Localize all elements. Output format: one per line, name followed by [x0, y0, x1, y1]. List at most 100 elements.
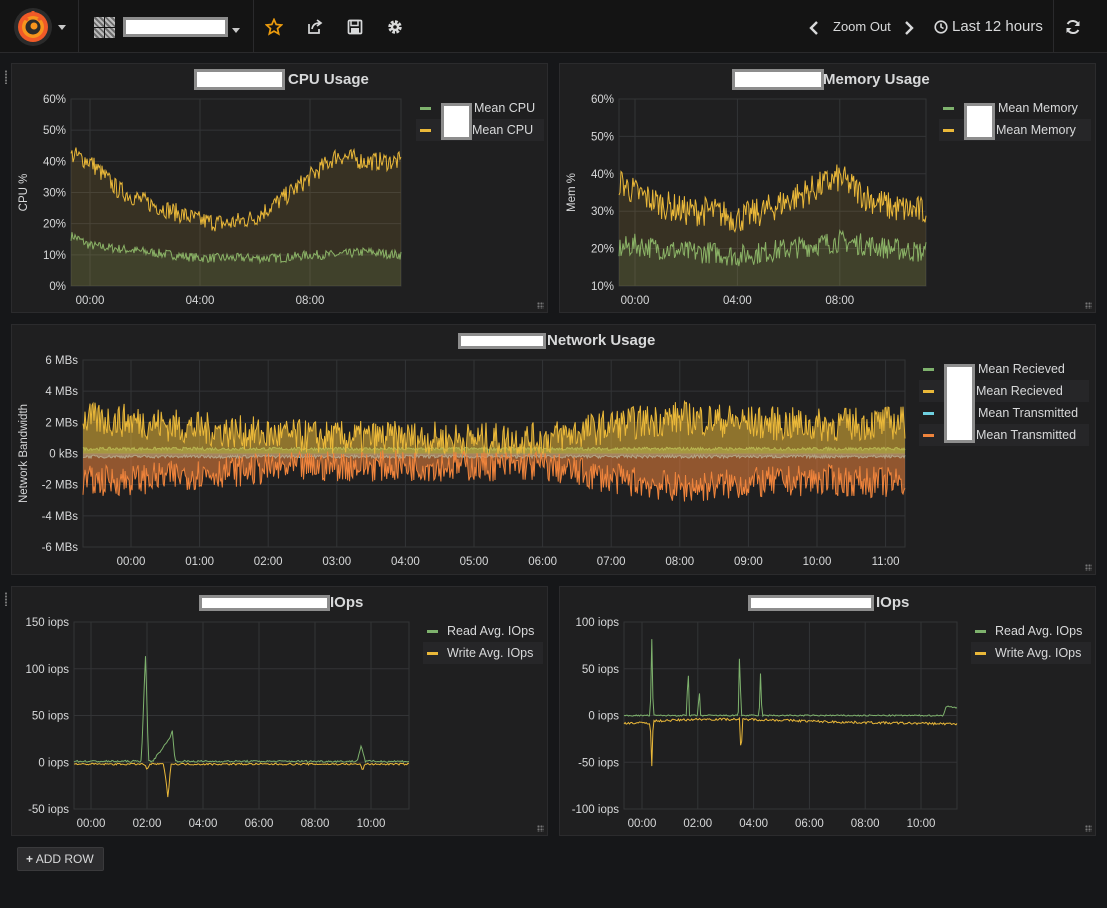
x-tick-label: 04:00	[189, 818, 218, 830]
gear-icon[interactable]	[386, 18, 404, 36]
x-tick-label: 00:00	[77, 818, 106, 830]
panel-title: Network Usage	[547, 332, 656, 349]
y-tick-label: 50%	[591, 131, 614, 143]
x-tick-label: 04:00	[186, 295, 215, 307]
legend-item[interactable]: Mean Recieved	[919, 358, 1089, 380]
x-tick-label: 05:00	[460, 556, 489, 568]
clock-icon	[934, 20, 948, 34]
y-tick-label: 50 iops	[582, 664, 619, 676]
memory-usage-panel: Memory Usage 60% 50% 40% 30% 20% 10% 00:00 04:0…	[559, 63, 1096, 313]
x-tick-label: 02:00	[683, 818, 712, 830]
y-tick-label: 100 iops	[576, 617, 620, 629]
x-tick-label: 06:00	[245, 818, 274, 830]
row-drag-handle[interactable]	[4, 70, 8, 84]
dashboard-grid-icon	[94, 17, 115, 38]
y-tick-label: 30%	[43, 188, 66, 200]
dashboard-title[interactable]	[123, 17, 228, 37]
plus-icon: +	[26, 852, 34, 866]
x-tick-label: 01:00	[185, 556, 214, 568]
redacted-legend-prefix	[944, 364, 975, 443]
legend-swatch	[420, 129, 431, 132]
legend-item[interactable]: Read Avg. IOps	[423, 620, 543, 642]
redacted-host-name	[748, 595, 874, 611]
x-tick-label: 03:00	[322, 556, 351, 568]
series-line	[74, 762, 410, 798]
zoom-out-button[interactable]: Zoom Out	[833, 19, 891, 34]
legend-swatch	[923, 368, 934, 371]
y-tick-label: 0%	[49, 281, 66, 293]
x-tick-label: 11:00	[872, 556, 900, 568]
iops-legend-left: Read Avg. IOps Write Avg. IOps	[423, 620, 543, 666]
panel-resize-handle[interactable]	[1085, 825, 1092, 832]
dashboard-picker-chevron-down-icon[interactable]	[232, 28, 240, 33]
panel-resize-handle[interactable]	[537, 302, 544, 309]
network-usage-chart[interactable]: 6 MBs 4 MBs 2 MBs 0 kBs -2 MBs -4 MBs -6 MBs 00…	[12, 325, 1097, 576]
iops-chart-left[interactable]: 150 iops 100 iops 50 iops 0 iops -50 iops 00:…	[12, 587, 549, 837]
series-line	[82, 399, 906, 458]
y-tick-label: -4 MBs	[42, 511, 79, 523]
panel-title: CPU Usage	[288, 71, 369, 88]
row-drag-handle[interactable]	[4, 592, 8, 606]
legend-label: Read Avg. IOps	[447, 624, 535, 638]
x-tick-label: 00:00	[628, 818, 657, 830]
panel-resize-handle[interactable]	[537, 825, 544, 832]
legend-item[interactable]: Read Avg. IOps	[971, 620, 1091, 642]
iops-chart-right[interactable]: 100 iops 50 iops 0 iops -50 iops -100 iops 00…	[560, 587, 1097, 837]
redacted-host-name	[199, 595, 330, 611]
add-row-label: ADD ROW	[35, 852, 94, 866]
iops-legend-right: Read Avg. IOps Write Avg. IOps	[971, 620, 1091, 666]
legend-label: Mean CPU	[474, 101, 536, 115]
legend-swatch	[923, 390, 934, 393]
x-tick-label: 04:00	[739, 818, 768, 830]
x-tick-label: 06:00	[795, 818, 824, 830]
series-line	[70, 232, 402, 265]
cpu-usage-panel: CPU Usage 60% 50% 40% 30% 20% 10% 0% 00:00 04:00…	[11, 63, 548, 313]
legend-label: Mean Transmitted	[976, 428, 1077, 442]
legend-item[interactable]: Mean Memory	[939, 119, 1091, 141]
legend-item[interactable]: Mean Memory	[939, 97, 1091, 119]
series-line	[618, 164, 927, 234]
network-legend: Mean Recieved Mean Recieved Mean Transmi…	[919, 358, 1089, 446]
legend-swatch	[427, 652, 438, 655]
panel-title: IOps	[330, 594, 364, 611]
legend-item[interactable]: Write Avg. IOps	[971, 642, 1091, 664]
iops-panel-left: IOps 150 iops 100 iops 50 iops 0 iops -50 io…	[11, 586, 548, 836]
logo-dropdown-icon[interactable]	[58, 25, 66, 30]
legend-item[interactable]: Mean CPU	[416, 97, 544, 119]
legend-swatch	[923, 434, 934, 437]
y-tick-label: 4 MBs	[45, 386, 78, 398]
legend-swatch	[923, 412, 934, 415]
legend-item[interactable]: Mean CPU	[416, 119, 544, 141]
grafana-logo-icon[interactable]	[14, 8, 52, 46]
y-axis-label: Mem %	[566, 173, 578, 212]
time-range-picker[interactable]: Last 12 hours	[952, 18, 1043, 35]
redacted-host-name	[458, 333, 546, 349]
legend-item[interactable]: Write Avg. IOps	[423, 642, 543, 664]
save-icon[interactable]	[346, 18, 364, 36]
x-tick-label: 08:00	[301, 818, 330, 830]
y-tick-label: -50 iops	[28, 804, 69, 816]
refresh-icon[interactable]	[1064, 18, 1082, 36]
y-tick-label: 30%	[591, 206, 614, 218]
y-tick-label: 40%	[591, 169, 614, 181]
chevron-left-icon[interactable]	[808, 20, 820, 36]
add-row-button[interactable]: + ADD ROW	[17, 847, 104, 871]
y-tick-label: 20%	[591, 244, 614, 256]
panel-resize-handle[interactable]	[1085, 302, 1092, 309]
legend-label: Mean Transmitted	[978, 406, 1079, 420]
chevron-right-icon[interactable]	[903, 20, 915, 36]
redacted-legend-prefix	[441, 103, 472, 140]
share-icon[interactable]	[306, 18, 324, 36]
redacted-legend-prefix	[964, 103, 995, 140]
series-line	[623, 639, 958, 718]
y-tick-label: -100 iops	[572, 804, 620, 816]
legend-swatch	[943, 129, 954, 132]
panel-title: Memory Usage	[823, 71, 930, 88]
legend-item[interactable]: Mean Transmitted	[919, 402, 1089, 424]
cpu-usage-chart[interactable]: 60% 50% 40% 30% 20% 10% 0% 00:00 04:00 08:00 CPU %	[12, 64, 549, 314]
star-icon[interactable]	[265, 18, 283, 36]
redacted-host-name	[194, 69, 285, 90]
memory-usage-chart[interactable]: 60% 50% 40% 30% 20% 10% 00:00 04:00 08:00 Mem %	[560, 64, 1097, 314]
plot-frame	[70, 98, 402, 287]
panel-resize-handle[interactable]	[1085, 564, 1092, 571]
